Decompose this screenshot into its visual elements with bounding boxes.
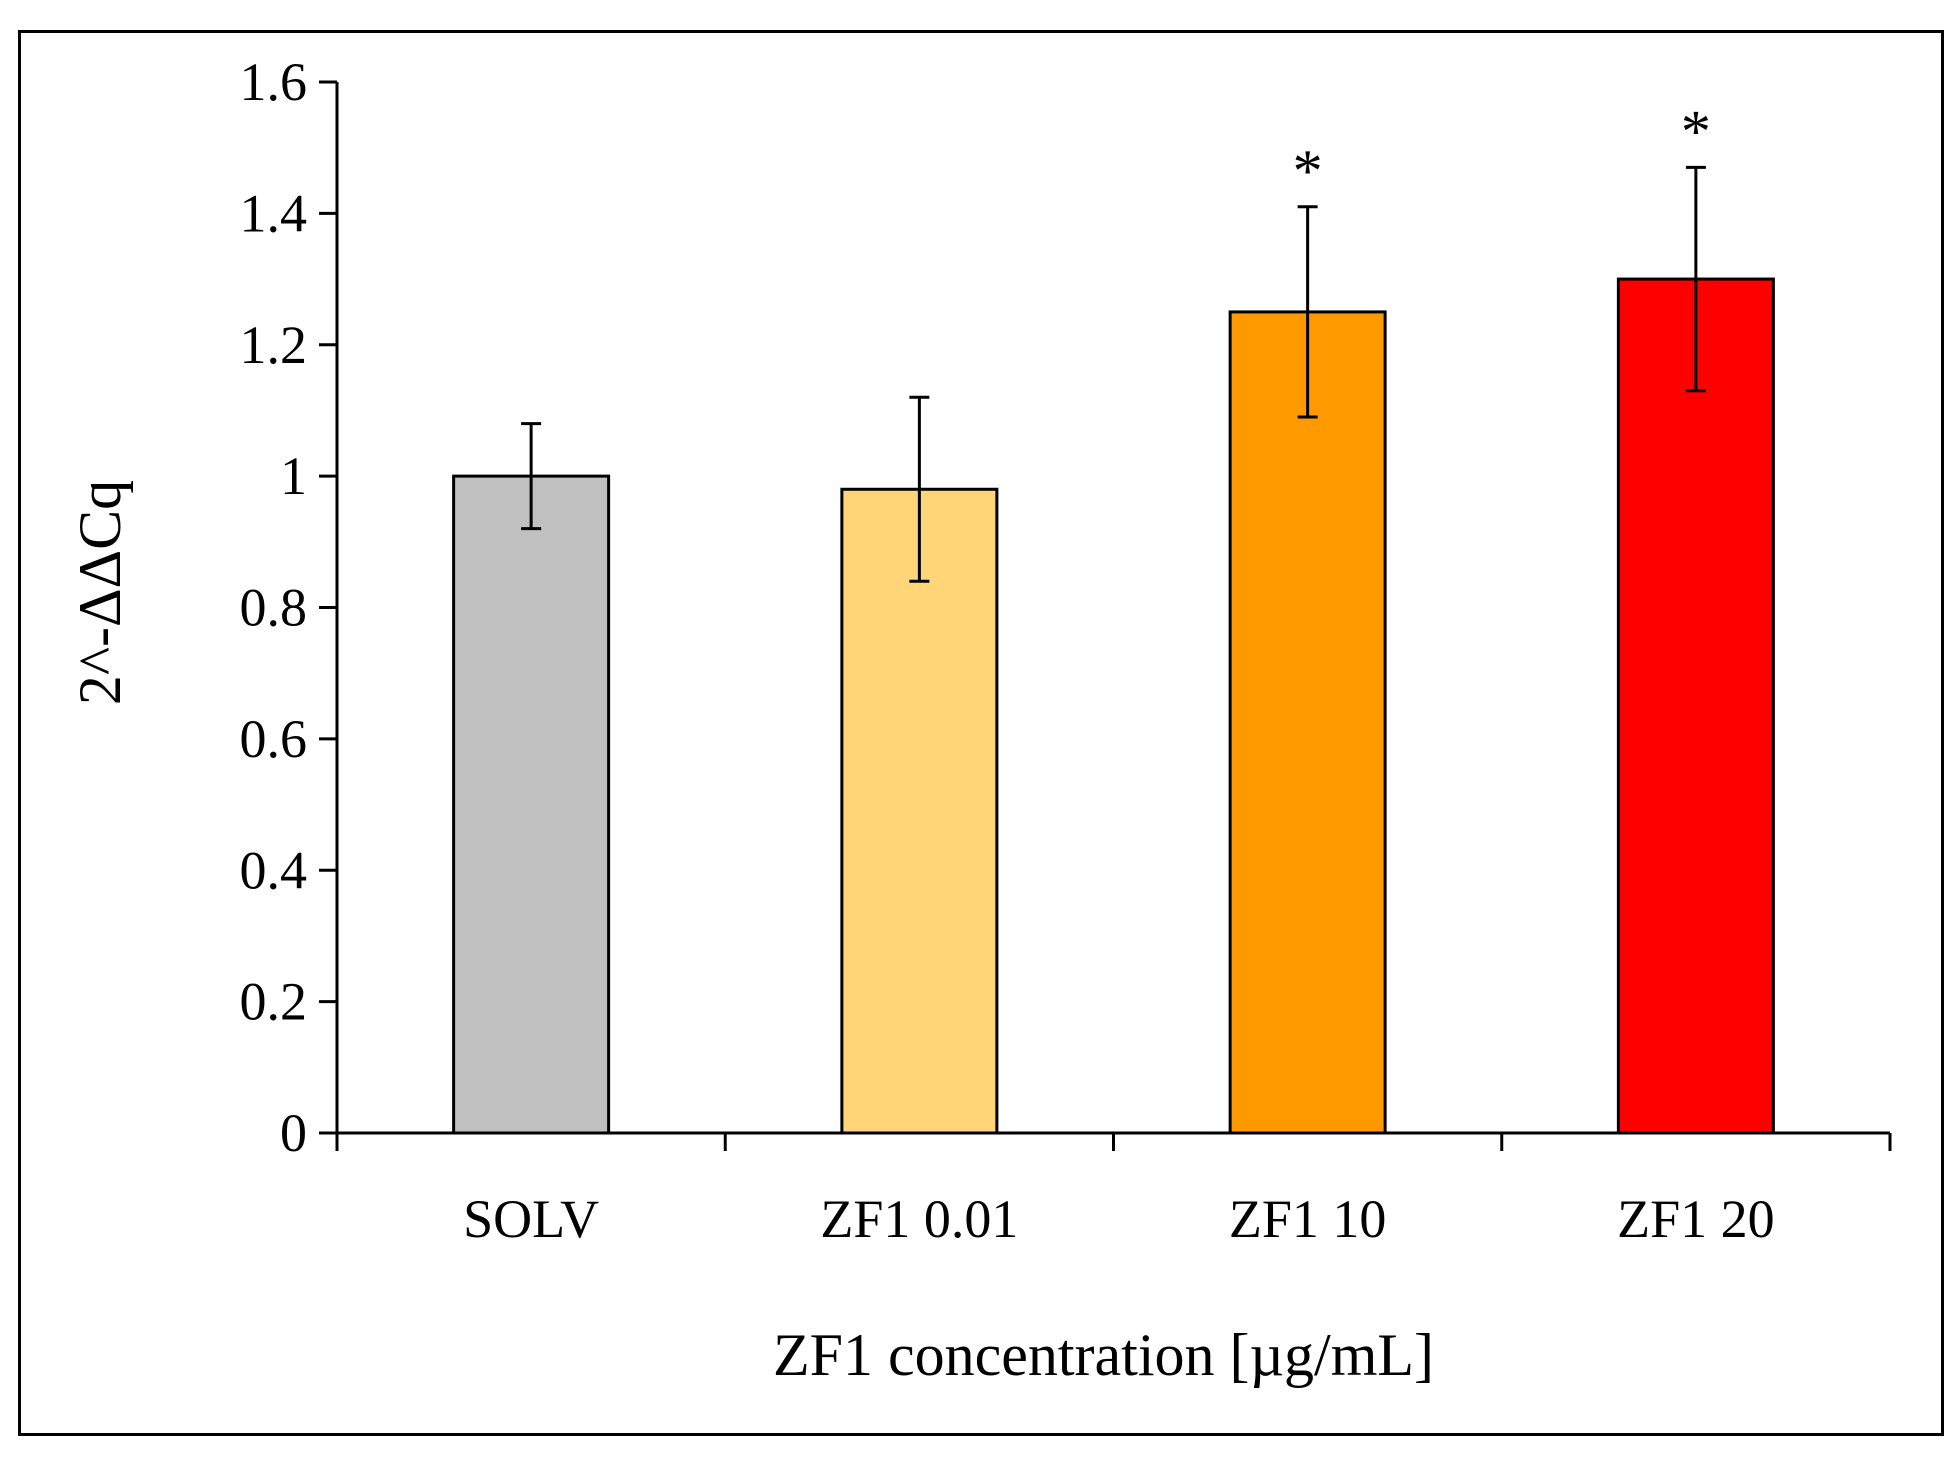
bar: [452, 474, 611, 1135]
bars: [452, 277, 1775, 1135]
bar: [1616, 277, 1775, 1135]
x-axis: SOLV ZF1 0.01 ZF1 10 ZF1 20: [335, 1131, 1892, 1249]
y-tick-label: 0: [280, 1103, 307, 1163]
y-tick-label: 0.4: [240, 840, 308, 900]
bar: [1228, 310, 1387, 1135]
y-tick-label: 1: [280, 446, 307, 506]
x-category-label: SOLV: [463, 1189, 599, 1249]
y-axis-title: 2^-ΔΔCq: [67, 480, 133, 705]
y-axis: 0 0.2 0.4 0.6 0.8 1 1.2 1.4 1.6: [240, 52, 339, 1163]
y-tick-label: 0.6: [240, 709, 308, 769]
x-category-label: ZF1 20: [1617, 1189, 1775, 1249]
y-tick-label: 1.2: [240, 315, 308, 375]
significance-marker: *: [1293, 138, 1323, 204]
y-tick-label: 0.2: [240, 972, 308, 1032]
y-tick-label: 1.4: [240, 183, 308, 243]
significance-marker: *: [1681, 98, 1711, 164]
error-bars: **: [521, 98, 1711, 583]
y-tick-label: 1.6: [240, 52, 308, 112]
x-category-label: ZF1 0.01: [820, 1189, 1018, 1249]
x-category-label: ZF1 10: [1229, 1189, 1387, 1249]
x-axis-title: ZF1 concentration [µg/mL]: [773, 1322, 1434, 1388]
y-tick-label: 0.8: [240, 578, 308, 638]
bar: [840, 487, 999, 1135]
